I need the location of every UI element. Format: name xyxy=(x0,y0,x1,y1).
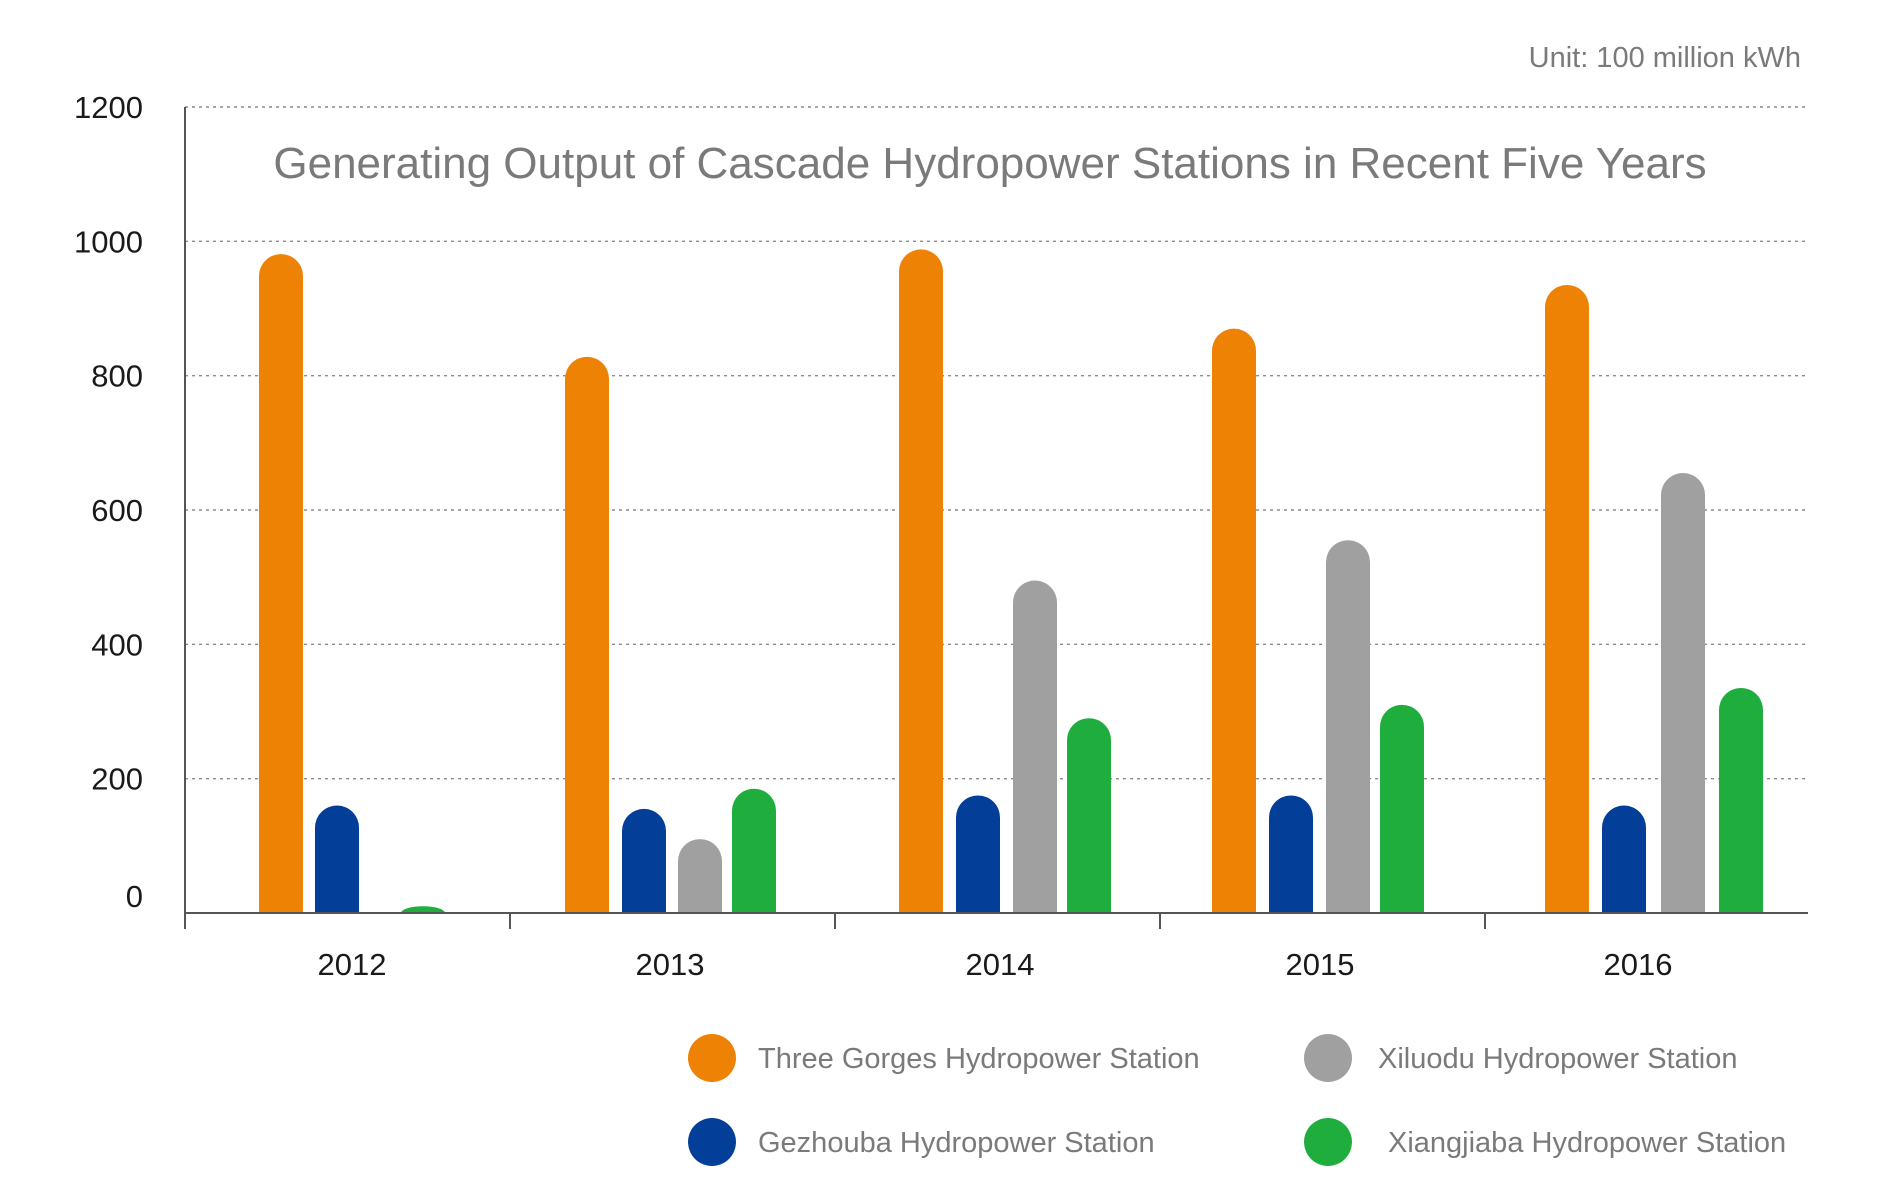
bar xyxy=(401,906,445,913)
axes xyxy=(184,107,1808,929)
x-tick-label: 2012 xyxy=(318,947,387,982)
chart-title: Generating Output of Cascade Hydropower … xyxy=(273,139,1706,188)
bar xyxy=(1661,473,1705,913)
y-tick-label: 400 xyxy=(91,627,143,662)
grid xyxy=(185,106,1808,780)
x-tick-label: 2014 xyxy=(966,947,1035,982)
x-tick-labels: 2012 2013 2014 2015 2016 xyxy=(318,947,1673,982)
bar xyxy=(1380,704,1424,913)
legend-label: Xiluodu Hydropower Station xyxy=(1378,1043,1737,1075)
x-tick-label: 2015 xyxy=(1286,947,1355,982)
unit-label: Unit: 100 million kWh xyxy=(1529,42,1801,74)
bar xyxy=(1269,795,1313,913)
y-tick-label: 800 xyxy=(91,359,143,394)
legend-swatch xyxy=(688,1118,736,1166)
bar xyxy=(1013,580,1057,913)
x-tick-label: 2016 xyxy=(1604,947,1673,982)
y-tick-label: 1200 xyxy=(74,90,143,125)
legend-label: Xiangjiaba Hydropower Station xyxy=(1388,1127,1786,1159)
bar xyxy=(1326,540,1370,913)
x-tick-label: 2013 xyxy=(636,947,705,982)
bar xyxy=(899,249,943,913)
bar xyxy=(732,788,776,913)
legend-swatch xyxy=(688,1034,736,1082)
bar xyxy=(1212,328,1256,913)
bar xyxy=(259,254,303,913)
bar xyxy=(678,839,722,913)
y-tick-label: 200 xyxy=(91,762,143,797)
bar xyxy=(956,795,1000,913)
bar xyxy=(1545,284,1589,913)
y-tick-labels: 0 200 400 600 800 1000 1200 xyxy=(74,90,143,914)
y-tick-label: 0 xyxy=(126,879,143,914)
legend-label: Gezhouba Hydropower Station xyxy=(758,1127,1155,1159)
bar xyxy=(315,805,359,913)
bar xyxy=(1719,687,1764,913)
bar xyxy=(565,356,609,913)
legend-swatch xyxy=(1304,1034,1352,1082)
legend-label: Three Gorges Hydropower Station xyxy=(758,1043,1200,1075)
y-tick-label: 600 xyxy=(91,493,143,528)
legend: Three Gorges Hydropower Station Xiluodu H… xyxy=(688,1034,1786,1166)
bar xyxy=(1067,718,1111,913)
legend-swatch xyxy=(1304,1118,1352,1166)
y-tick-label: 1000 xyxy=(74,224,143,259)
bars xyxy=(259,249,1764,913)
bar xyxy=(1602,805,1646,913)
bar xyxy=(622,808,666,913)
